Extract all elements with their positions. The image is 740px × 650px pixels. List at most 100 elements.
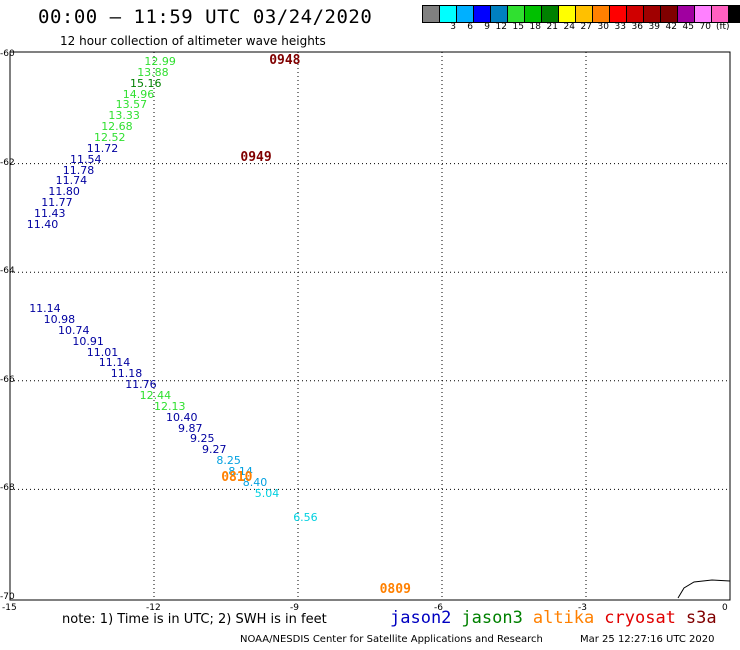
wave-height-value: 9.25 — [190, 432, 215, 446]
color-swatch — [610, 6, 627, 22]
wave-height-value: 8.25 — [216, 454, 241, 468]
longitude-tick-label: -3 — [578, 603, 587, 613]
color-swatch — [525, 6, 542, 22]
color-swatch — [491, 6, 508, 22]
color-swatch — [542, 6, 559, 22]
wave-height-value: 12.99 — [144, 55, 176, 68]
wave-height-value: 10.98 — [43, 312, 76, 326]
wave-height-value: 15.16 — [130, 76, 162, 90]
wave-height-value: 12.68 — [101, 120, 133, 134]
color-scale-label: 9 — [484, 22, 490, 32]
wave-height-value: 5.04 — [254, 486, 280, 500]
legend-entry-s3a: s3a — [685, 608, 717, 628]
wave-height-value: 11.80 — [48, 185, 80, 199]
wave-height-value: 12.52 — [94, 131, 126, 145]
pass-time-label: 0809 — [379, 582, 411, 598]
wave-height-value: 10.74 — [58, 323, 90, 337]
color-scale-label: 70 — [699, 22, 711, 32]
wave-height-value: 12.13 — [154, 399, 186, 413]
wave-height-value: 13.33 — [108, 109, 140, 123]
color-scale-label: 6 — [467, 22, 473, 32]
wave-height-value: 10.91 — [72, 334, 104, 348]
wave-height-value: 8.40 — [242, 475, 268, 489]
color-swatch — [695, 6, 712, 22]
color-swatch — [644, 6, 661, 22]
wave-height-value: 6.56 — [293, 511, 318, 525]
color-scale-label: 27 — [580, 22, 592, 32]
latitude-tick-label: -66 — [0, 374, 15, 385]
wave-height-value: 8.14 — [228, 464, 253, 478]
color-swatch — [457, 6, 474, 22]
latitude-tick-label: -64 — [0, 266, 15, 277]
color-swatch — [661, 6, 678, 22]
wave-height-value: 11.78 — [62, 163, 95, 177]
page-title: 00:00 – 11:59 UTC 03/24/2020 — [38, 6, 373, 28]
color-scale-label: 12 — [495, 22, 507, 32]
color-scale-label: 36 — [631, 22, 643, 32]
pass-time-label: 0810 — [221, 470, 253, 486]
wave-height-value: 11.40 — [26, 217, 59, 231]
color-swatch — [593, 6, 610, 22]
color-swatch — [440, 6, 457, 22]
color-scale-label: 33 — [614, 22, 626, 32]
wave-height-value: 11.01 — [86, 345, 119, 359]
legend-entry-jason3: jason3 — [461, 608, 523, 628]
footer-timestamp: Mar 25 12:27:16 UTC 2020 — [580, 634, 715, 645]
page-subtitle: 12 hour collection of altimeter wave hei… — [60, 34, 326, 48]
color-swatch — [627, 6, 644, 22]
footer-credit: NOAA/NESDIS Center for Satellite Applica… — [240, 634, 543, 645]
note-text: note: 1) Time is in UTC; 2) SWH is in fe… — [62, 612, 327, 627]
pass-time-label: 0948 — [269, 53, 301, 68]
color-swatch — [423, 6, 440, 22]
wave-height-value: 11.14 — [98, 356, 131, 370]
latitude-tick-label: -62 — [0, 157, 15, 168]
wave-height-value: 14.96 — [122, 87, 155, 101]
longitude-tick-label: -9 — [290, 603, 299, 613]
longitude-tick-label: -6 — [434, 603, 443, 613]
wave-height-value: 11.14 — [29, 302, 61, 316]
longitude-tick-label: -15 — [2, 603, 17, 613]
color-swatch — [729, 6, 740, 22]
latitude-tick-label: -68 — [0, 483, 15, 494]
wave-height-value: 10.40 — [166, 410, 198, 424]
coastline — [677, 579, 731, 599]
longitude-tick-label: -12 — [146, 603, 161, 613]
wave-height-value: 13.57 — [115, 98, 148, 112]
color-scale-labels: 3 6 9 12 15 18 21 24 27 30 33 36 39 42 45 70 — [422, 22, 711, 32]
wave-height-value: 11.43 — [34, 207, 66, 221]
wave-height-value: 11.74 — [55, 174, 88, 188]
color-scale-label: 18 — [529, 22, 541, 32]
latitude-tick-label: -70 — [0, 592, 15, 602]
wave-height-value: 11.72 — [86, 141, 119, 155]
color-scale-unit: (ft) — [716, 22, 730, 32]
wave-height-value: 12.44 — [139, 388, 172, 402]
color-scale-label: 39 — [648, 22, 660, 32]
color-swatch — [559, 6, 576, 22]
legend-entry-altika: altika — [532, 608, 595, 628]
wave-height-value: 9.27 — [202, 443, 227, 457]
color-swatch — [474, 6, 491, 22]
color-scale-bar — [422, 5, 740, 23]
color-swatch — [508, 6, 525, 22]
color-swatch — [712, 6, 729, 22]
legend-entry-jason2: jason2 — [390, 608, 452, 628]
color-scale-label: 45 — [682, 22, 694, 32]
color-scale-label: 15 — [512, 22, 524, 32]
graticule — [10, 52, 730, 600]
latitude-tick-label: -60 — [0, 49, 15, 59]
color-swatch — [576, 6, 593, 22]
map-frame — [9, 51, 731, 601]
wave-height-value: 11.76 — [125, 378, 157, 392]
wave-height-value: 9.87 — [178, 421, 203, 435]
color-scale-label: 24 — [563, 22, 575, 32]
wave-height-value: 11.77 — [41, 196, 73, 210]
legend-entry-cryosat: cryosat — [604, 608, 676, 628]
wave-height-value: 11.18 — [110, 367, 143, 381]
satellite-legend: jason2 jason3 altika cryosat s3a — [390, 608, 727, 628]
wave-height-value: 13.88 — [137, 65, 169, 79]
longitude-tick-label: 0 — [722, 603, 728, 613]
pass-time-label: 0949 — [240, 149, 272, 165]
color-scale-label: 30 — [597, 22, 609, 32]
wave-height-value: 11.54 — [70, 152, 102, 166]
